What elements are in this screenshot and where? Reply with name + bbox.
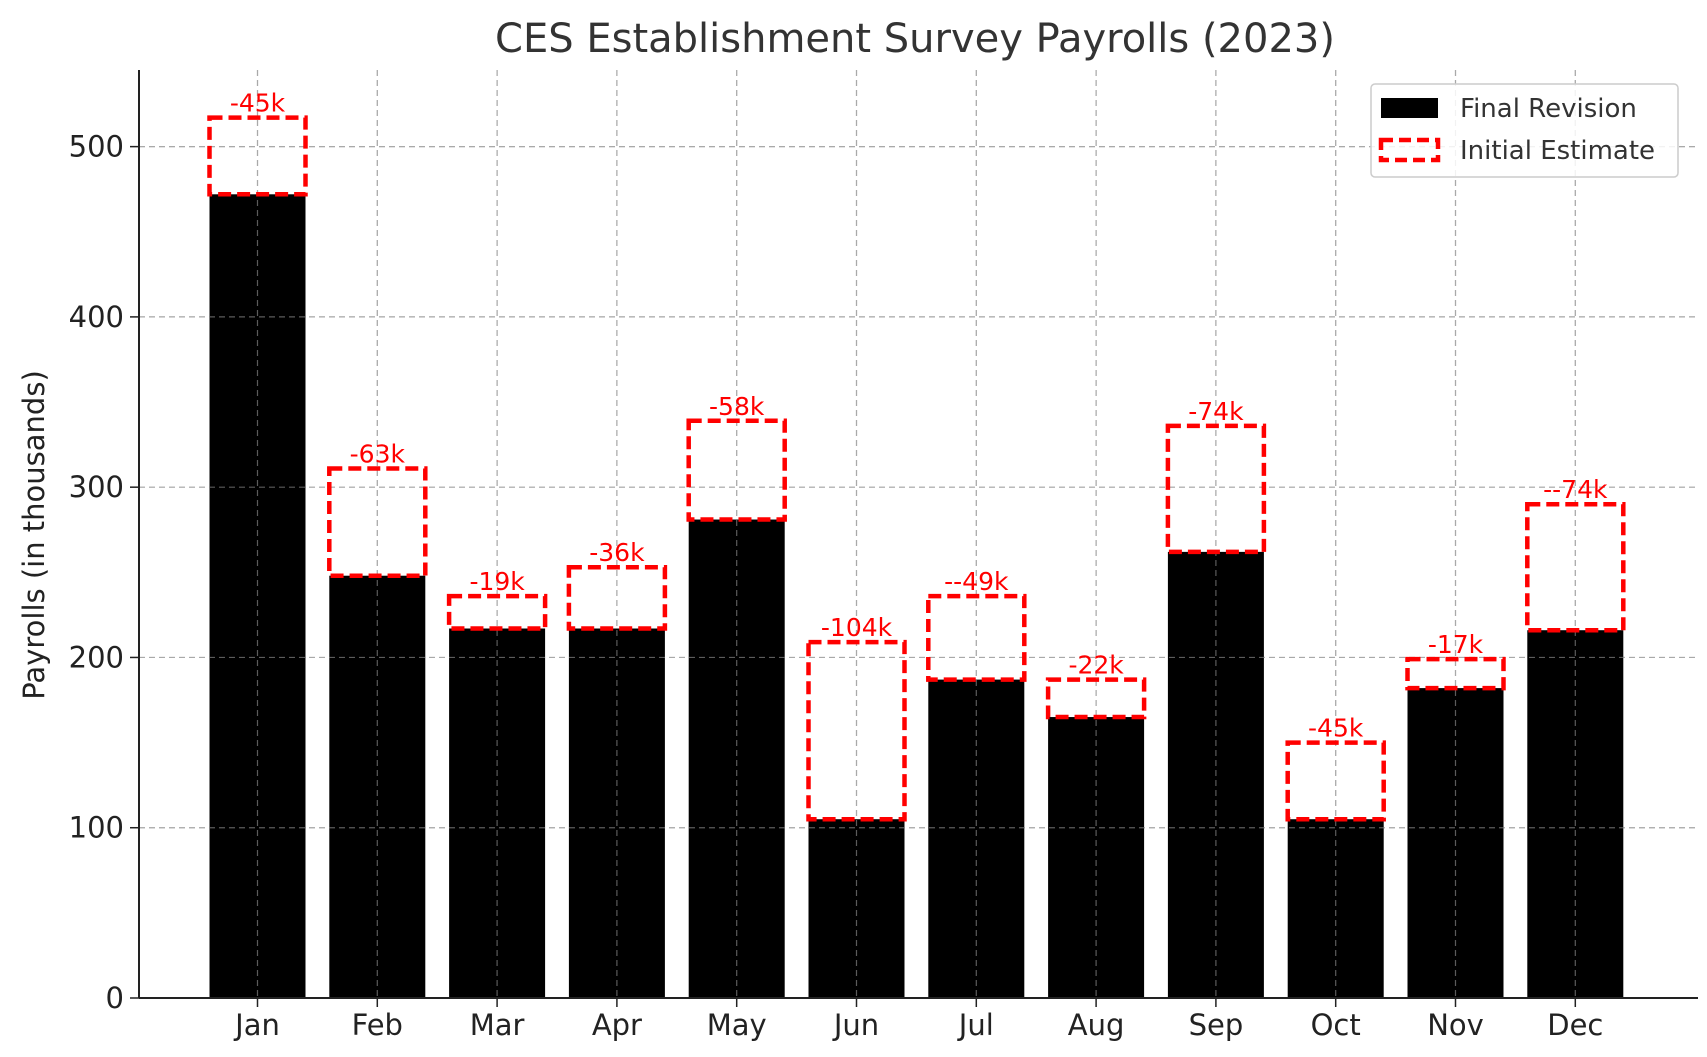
y-tick-label: 200 (69, 640, 124, 674)
bar-final-revision (1287, 819, 1384, 998)
x-tick-label: Feb (352, 1008, 403, 1042)
bars (139, 70, 1698, 999)
y-tick-label: 300 (69, 470, 124, 504)
revision-annotation: -17k (1428, 630, 1484, 659)
legend-label-final-revision: Final Revision (1460, 94, 1637, 124)
axes (130, 70, 1698, 1007)
x-tick-label: Jul (957, 1008, 994, 1042)
x-tick-label: May (707, 1008, 767, 1042)
chart-title: CES Establishment Survey Payrolls (2023) (495, 16, 1335, 62)
bar-initial-estimate (926, 593, 1027, 682)
annotations: -45k -63k -19k -36k -58k -104k --49k -22k -74k -4… (230, 89, 1608, 743)
tick-labels: 0 100 200 300 400 500 Jan Feb Mar Apr May Jun Jul Aug… (69, 130, 1604, 1042)
legend-swatch-initial-estimate (1378, 137, 1441, 163)
bar-initial-estimate (327, 466, 428, 578)
bar-initial-estimate (686, 418, 787, 522)
revision-annotation: -36k (589, 538, 645, 567)
y-tick-label: 400 (69, 300, 124, 334)
x-tick-label: Oct (1311, 1008, 1361, 1042)
bar-final-revision (808, 819, 905, 998)
revision-annotation: -74k (1188, 397, 1244, 426)
revision-annotation: -45k (230, 89, 286, 118)
legend-swatch-final-revision (1381, 98, 1438, 118)
x-tick-label: Jun (832, 1008, 879, 1042)
bar-initial-estimate (1045, 677, 1147, 720)
bar-initial-estimate (1165, 423, 1267, 555)
bar-initial-estimate (1525, 501, 1626, 633)
x-tick-label: Sep (1189, 1008, 1244, 1042)
bar-initial-estimate (806, 639, 907, 822)
bar-initial-estimate (566, 564, 668, 631)
revision-annotation: -19k (469, 567, 525, 596)
revision-annotation: -63k (350, 439, 406, 468)
bar-initial-estimate (1405, 656, 1506, 691)
revision-annotation: -45k (1308, 714, 1364, 743)
revision-annotation: -104k (821, 613, 893, 642)
legend-label-initial-estimate: Initial Estimate (1460, 136, 1655, 166)
revision-annotation: --74k (1543, 475, 1608, 504)
bar-initial-estimate (446, 593, 548, 631)
x-tick-label: Jan (233, 1008, 280, 1042)
y-tick-label: 100 (69, 811, 124, 845)
x-tick-label: Apr (592, 1008, 642, 1042)
y-tick-label: 500 (69, 130, 124, 164)
revision-annotation: -22k (1068, 651, 1124, 680)
x-tick-label: Mar (470, 1008, 525, 1042)
bar-initial-estimate (1285, 740, 1386, 822)
revision-annotation: --49k (944, 567, 1009, 596)
x-tick-label: Nov (1427, 1008, 1484, 1042)
bar-final-revision (329, 575, 426, 998)
bar-final-revision (688, 519, 785, 998)
y-axis-label: Payrolls (in thousands) (17, 370, 51, 700)
legend-frame (1370, 83, 1679, 178)
revision-annotation: -58k (709, 392, 765, 421)
bar-initial-estimate (207, 115, 308, 197)
legend: Final Revision Initial Estimate (1370, 83, 1679, 178)
x-tick-label: Aug (1068, 1008, 1125, 1042)
y-tick-label: 0 (106, 981, 124, 1015)
x-tick-label: Dec (1547, 1008, 1603, 1042)
